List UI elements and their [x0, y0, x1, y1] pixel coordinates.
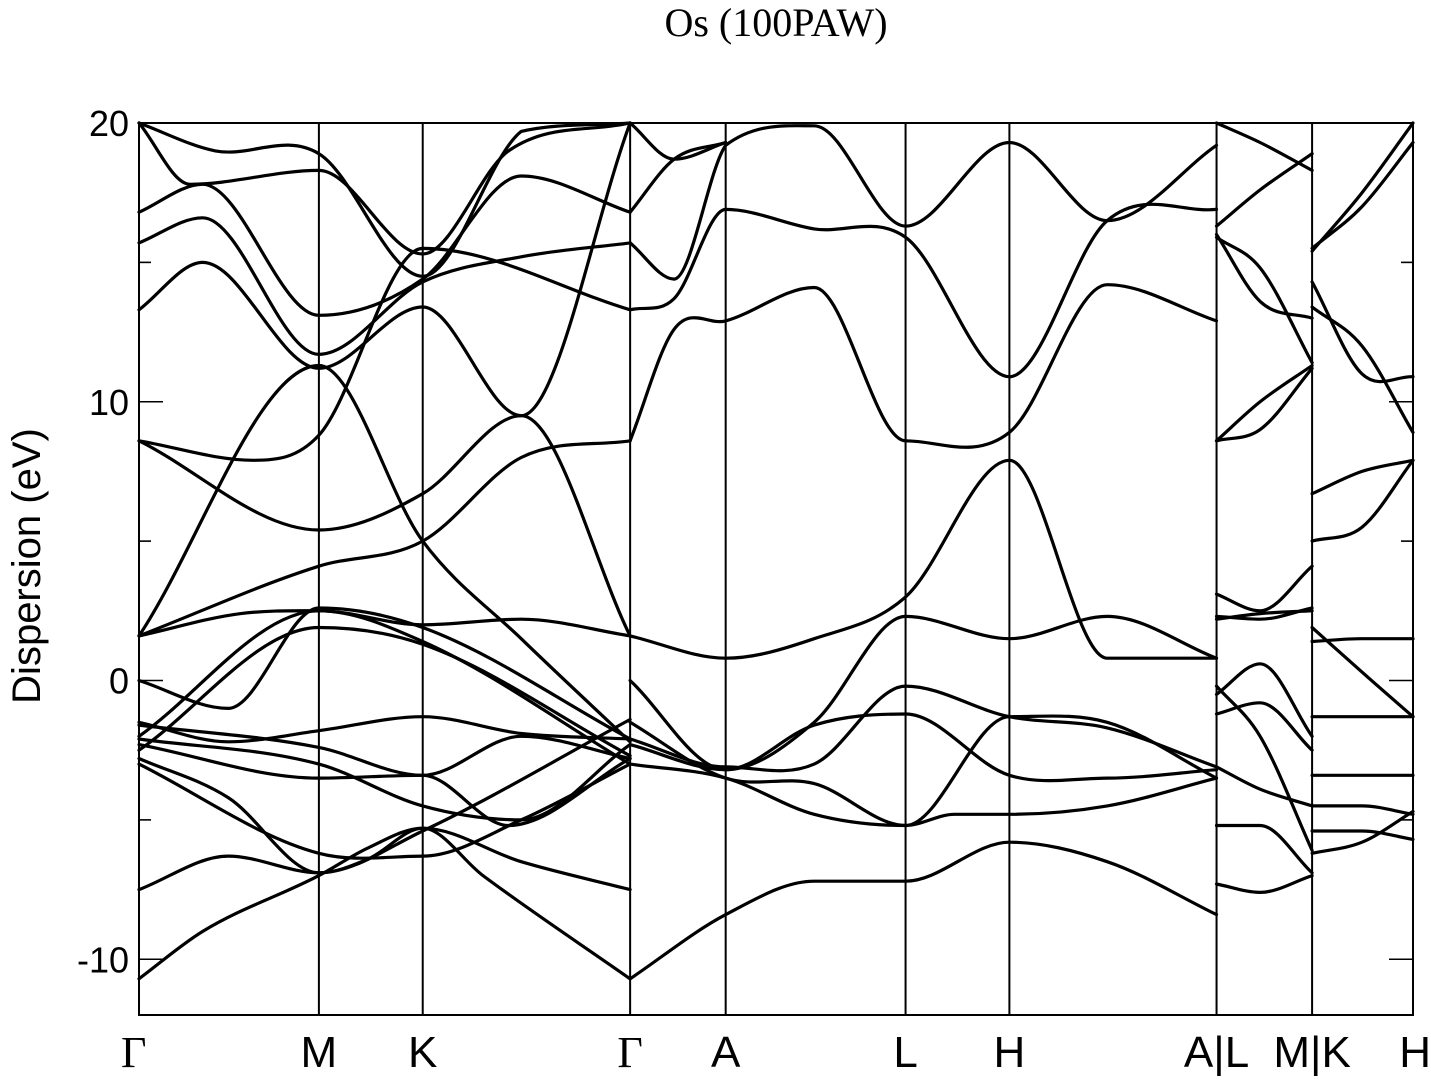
band-line-12: [137, 363, 632, 744]
ytick-label-1: 0: [109, 661, 129, 702]
band-line-40: [1214, 564, 1314, 613]
y-axis-label: Dispersion (eV): [5, 428, 49, 704]
band-line-6: [137, 723, 632, 777]
band-line-2: [137, 762, 632, 860]
xtick-label-2: K: [408, 1028, 437, 1077]
band-line-56: [1310, 458, 1415, 496]
band-line-59: [1310, 140, 1415, 250]
x-tick-labels: Γ M K Γ A L H A|L M|K H: [121, 1028, 1431, 1077]
ytick-label-3: 20: [89, 103, 129, 144]
band-line-14: [137, 414, 632, 638]
band-line-45: [1214, 152, 1314, 228]
band-line-30: [628, 124, 1219, 281]
band-line-33: [1214, 874, 1314, 894]
xtick-label-0: Γ: [121, 1028, 146, 1077]
band-line-11: [137, 609, 632, 638]
plot-frame: [138, 122, 1414, 1016]
band-line-32: [628, 121, 728, 161]
band-line-28: [628, 283, 1219, 449]
ytick-label-0: -10: [77, 939, 129, 980]
band-line-17: [137, 216, 632, 356]
band-line-15: [137, 246, 632, 462]
xtick-label-8: M|K: [1273, 1028, 1350, 1077]
xtick-label-6: H: [994, 1028, 1026, 1077]
band-line-37: [1214, 662, 1314, 738]
band-line-24: [628, 684, 1219, 773]
xtick-label-9: H: [1399, 1028, 1431, 1077]
band-line-39: [1214, 609, 1314, 621]
xtick-label-3: Γ: [617, 1028, 642, 1077]
xtick-label-7: A|L: [1184, 1028, 1249, 1077]
band-line-13: [137, 439, 632, 638]
band-line-41: [1214, 366, 1314, 443]
y-ticks: [139, 122, 1413, 961]
xtick-label-5: L: [893, 1028, 917, 1077]
band-line-23: [628, 712, 1219, 783]
band-line-5: [137, 737, 632, 822]
band-line-44: [1214, 232, 1314, 320]
band-line-19: [137, 121, 632, 256]
band-line-16: [137, 121, 632, 418]
band-line-29: [628, 202, 1219, 379]
band-line-48: [1310, 809, 1415, 855]
band-line-54: [1310, 625, 1415, 719]
band-line-58: [1310, 280, 1415, 384]
band-line-0: [137, 826, 632, 981]
band-line-9: [137, 609, 632, 766]
plot-area: [137, 121, 1415, 1016]
band-line-21: [628, 840, 1219, 981]
chart-title: Os (100PAW): [664, 0, 887, 45]
bands: [137, 121, 1415, 981]
band-line-10: [137, 625, 632, 758]
band-line-57: [1310, 305, 1415, 434]
band-line-20: [137, 121, 632, 278]
band-line-49: [1310, 829, 1415, 841]
band-line-35: [1214, 684, 1314, 853]
band-line-25: [628, 714, 1219, 828]
band-line-46: [1214, 121, 1314, 172]
band-line-42: [1214, 363, 1314, 443]
band-line-4: [137, 743, 632, 828]
band-line-8: [137, 606, 632, 741]
band-line-7: [137, 715, 632, 744]
band-line-60: [1310, 121, 1415, 253]
ytick-label-2: 10: [89, 382, 129, 423]
band-line-27: [628, 458, 1219, 660]
y-tick-labels: -10 0 10 20: [77, 103, 129, 980]
band-line-43: [1214, 235, 1314, 365]
band-line-55: [1310, 458, 1415, 543]
band-line-26: [628, 614, 1219, 772]
xtick-label-4: A: [711, 1028, 741, 1077]
band-line-50: [1310, 804, 1415, 816]
band-line-47: [1214, 765, 1314, 808]
xtick-label-1: M: [301, 1028, 338, 1077]
kpoint-lines: [317, 123, 1314, 1015]
band-line-3: [137, 717, 632, 875]
band-line-36: [1214, 701, 1314, 752]
band-line-34: [1214, 823, 1314, 875]
